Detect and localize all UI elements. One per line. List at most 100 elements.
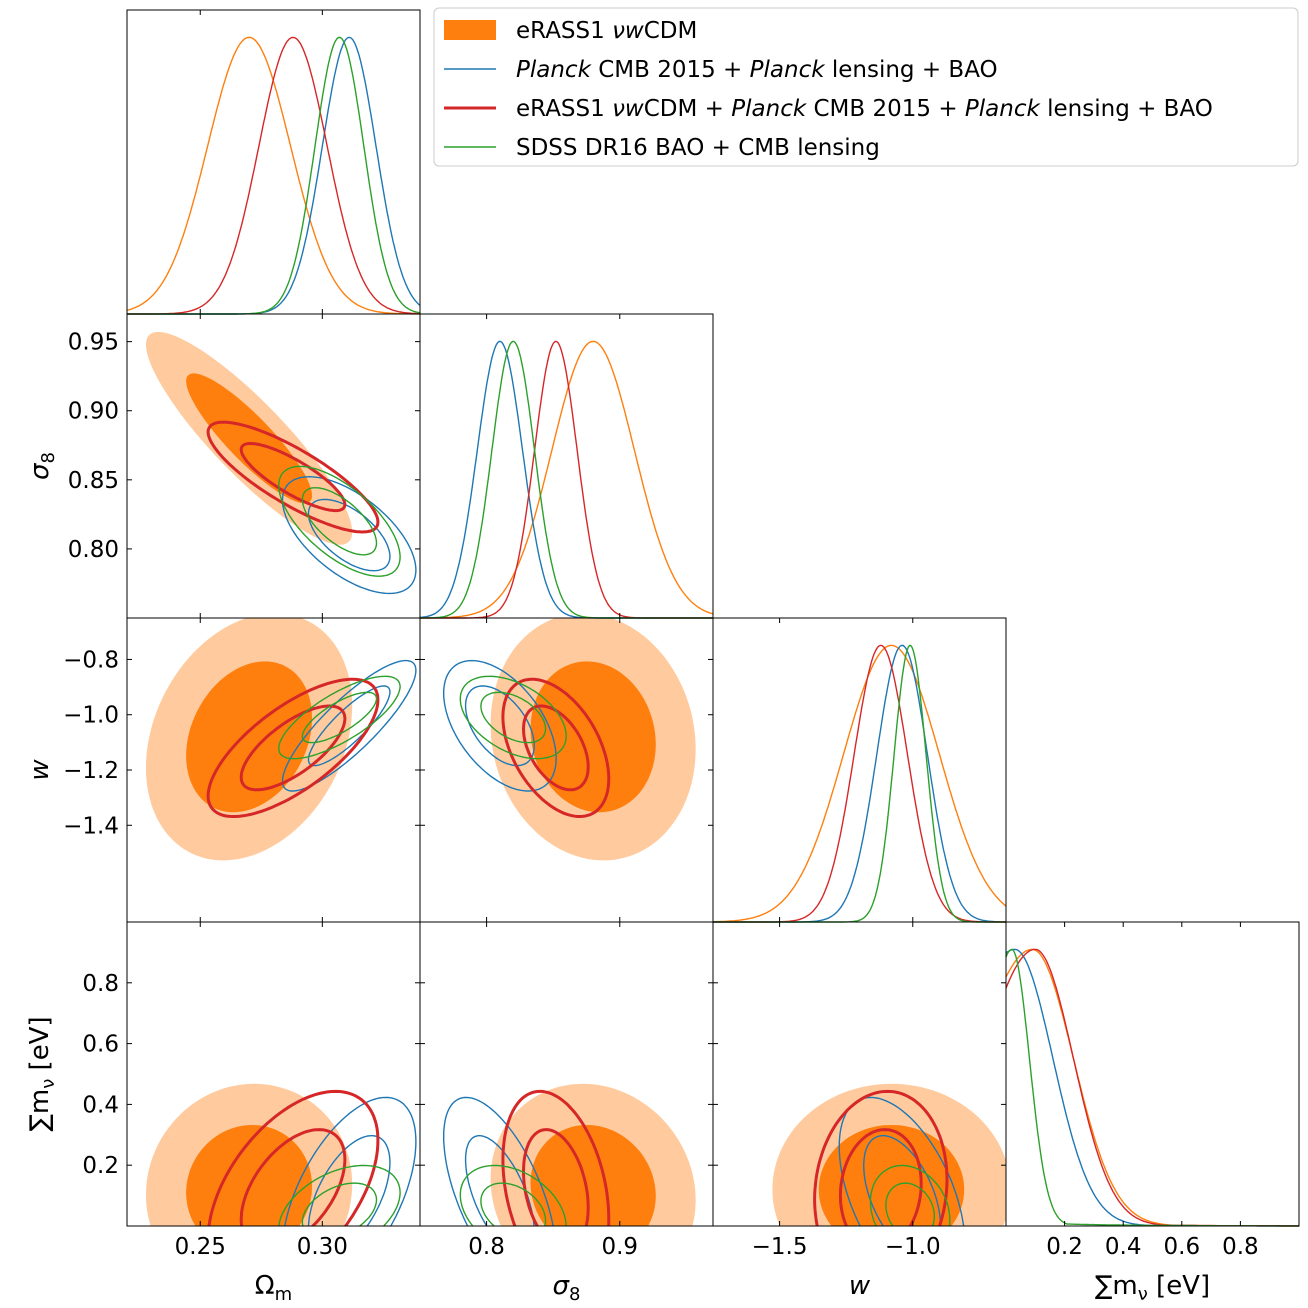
x-tick-label: 0.6	[1164, 1234, 1201, 1260]
contour-68-series-2	[521, 704, 590, 792]
contour-68-series-0	[530, 1125, 656, 1226]
x-tick-label: 0.2	[1046, 1234, 1083, 1260]
x-axis-label-om: Ωm	[255, 1271, 292, 1305]
contour-95-series-2	[206, 677, 380, 818]
x-tick-label: −1.0	[885, 1234, 941, 1260]
contour-68-series-0	[818, 1125, 965, 1226]
contour-95-series-2	[501, 677, 611, 818]
marginal-mnu	[1005, 948, 1299, 1227]
marginal-om	[126, 36, 421, 315]
y-tick-label: 0.90	[68, 399, 119, 425]
contour-68-series-0	[186, 373, 312, 504]
legend-label-0: eRASS1 νwCDM	[516, 18, 697, 44]
x-axis-label-w: w	[849, 1271, 871, 1301]
marginal-w	[713, 644, 1007, 923]
contour-95-series-1	[838, 1096, 965, 1226]
y-tick-label: −1.2	[63, 758, 119, 784]
contour-95-series-3	[278, 675, 401, 760]
legend-swatch-0	[444, 20, 496, 40]
contour-68-series-3	[301, 691, 378, 744]
contour-95-series-2	[207, 1089, 380, 1226]
y-tick-label: 0.95	[68, 330, 119, 356]
contour-68-series-1	[862, 1134, 942, 1226]
x-tick-label: 0.8	[1222, 1234, 1259, 1260]
marginal-curve-series-2	[127, 36, 420, 315]
contour-95-series-2	[206, 420, 380, 534]
x-axis-label-s8: σ8	[553, 1271, 581, 1305]
contour-95-series-1	[281, 659, 417, 792]
contour-68-series-1	[307, 1134, 391, 1226]
legend: eRASS1 νwCDM Planck CMB 2015 + Planck len…	[433, 7, 1299, 167]
axis-labels: 0.25 0.30 0.8 0.9 −1.5 −1.0 0.2 0.4 0.6 0.8 0.80 0.…	[25, 330, 1259, 1305]
contour-68-series-0	[186, 661, 312, 813]
y-axis-label-w: w	[25, 759, 55, 781]
contour-68-series-2	[239, 442, 347, 513]
contour-95-series-2	[813, 1089, 949, 1226]
contour-68-series-1	[307, 498, 391, 572]
marginal-s8	[419, 340, 714, 619]
marginal-curve-series-1	[713, 644, 1006, 923]
panel-s8-mnu	[443, 1083, 696, 1226]
contour-95-series-1	[281, 475, 417, 595]
panel-frame	[1005, 921, 1300, 1227]
marginal-curve-series-0	[1005, 948, 1299, 1227]
legend-label-3: SDSS DR16 BAO + CMB lensing	[516, 135, 880, 161]
y-tick-label: 0.2	[82, 1153, 119, 1179]
x-tick-label: 0.4	[1105, 1234, 1142, 1260]
contour-95-series-2	[501, 1089, 611, 1226]
y-axis-label-mnu: ∑mν [eV]	[25, 1016, 59, 1131]
x-axis-label-mnu: ∑mν [eV]	[1095, 1271, 1210, 1305]
panel-frame	[419, 313, 714, 619]
y-tick-label: 0.85	[68, 468, 119, 494]
contour-68-series-2	[239, 704, 347, 792]
marginal-curve-series-2	[420, 340, 713, 619]
contour-95-series-1	[284, 1096, 417, 1226]
contour-68-series-2	[239, 1128, 347, 1226]
y-tick-label: −0.8	[63, 647, 119, 673]
contour-68-series-3	[301, 1182, 378, 1226]
contour-68-series-3	[480, 691, 547, 744]
panel-frames	[126, 9, 1300, 1227]
x-tick-label: 0.30	[297, 1234, 348, 1260]
panel-om-mnu	[146, 1083, 417, 1226]
contour-68-series-2	[521, 1128, 590, 1226]
contour-68-series-0	[530, 661, 656, 813]
marginal-curve-series-3	[1005, 948, 1299, 1227]
marginal-curve-series-3	[420, 340, 713, 619]
contour-95-series-3	[869, 1164, 951, 1226]
marginal-curve-series-3	[713, 644, 1006, 923]
x-tick-label: 0.9	[601, 1234, 638, 1260]
legend-label-1: Planck CMB 2015 + Planck lensing + BAO	[516, 57, 998, 83]
y-tick-label: 0.6	[82, 1032, 119, 1058]
panel-frame	[712, 617, 1007, 923]
x-tick-label: −1.5	[752, 1234, 808, 1260]
contour-68-series-2	[838, 1128, 923, 1226]
contours-layer	[126, 36, 1299, 1227]
contour-95-series-3	[459, 675, 567, 760]
panel-om-w	[146, 618, 417, 861]
contour-68-series-1	[464, 1134, 535, 1226]
y-tick-label: 0.80	[68, 537, 119, 563]
legend-label-2: eRASS1 νwCDM + Planck CMB 2015 + Planck …	[516, 96, 1213, 122]
y-tick-label: 0.4	[82, 1092, 119, 1118]
contour-68-series-3	[885, 1182, 935, 1226]
panel-s8-w	[443, 618, 696, 861]
panel-om-s8	[146, 332, 417, 595]
marginal-curve-series-2	[713, 644, 1006, 923]
contour-95-series-1	[443, 1096, 554, 1226]
panel-w-mnu	[772, 1083, 1006, 1226]
contour-95-series-1	[443, 659, 557, 792]
marginal-curve-series-1	[419, 340, 713, 619]
marginal-curve-series-2	[1005, 948, 1299, 1227]
x-tick-label: 0.25	[175, 1234, 226, 1260]
x-tick-label: 0.8	[468, 1234, 505, 1260]
legend-box	[433, 7, 1299, 167]
contour-95-series-3	[278, 1164, 401, 1226]
y-axis-label-s8: σ8	[25, 452, 59, 480]
y-tick-label: −1.4	[63, 813, 119, 839]
y-tick-label: −1.0	[63, 703, 119, 729]
marginal-curve-series-0	[420, 340, 714, 619]
contour-95-series-3	[278, 465, 401, 577]
y-tick-label: 0.8	[82, 971, 119, 997]
